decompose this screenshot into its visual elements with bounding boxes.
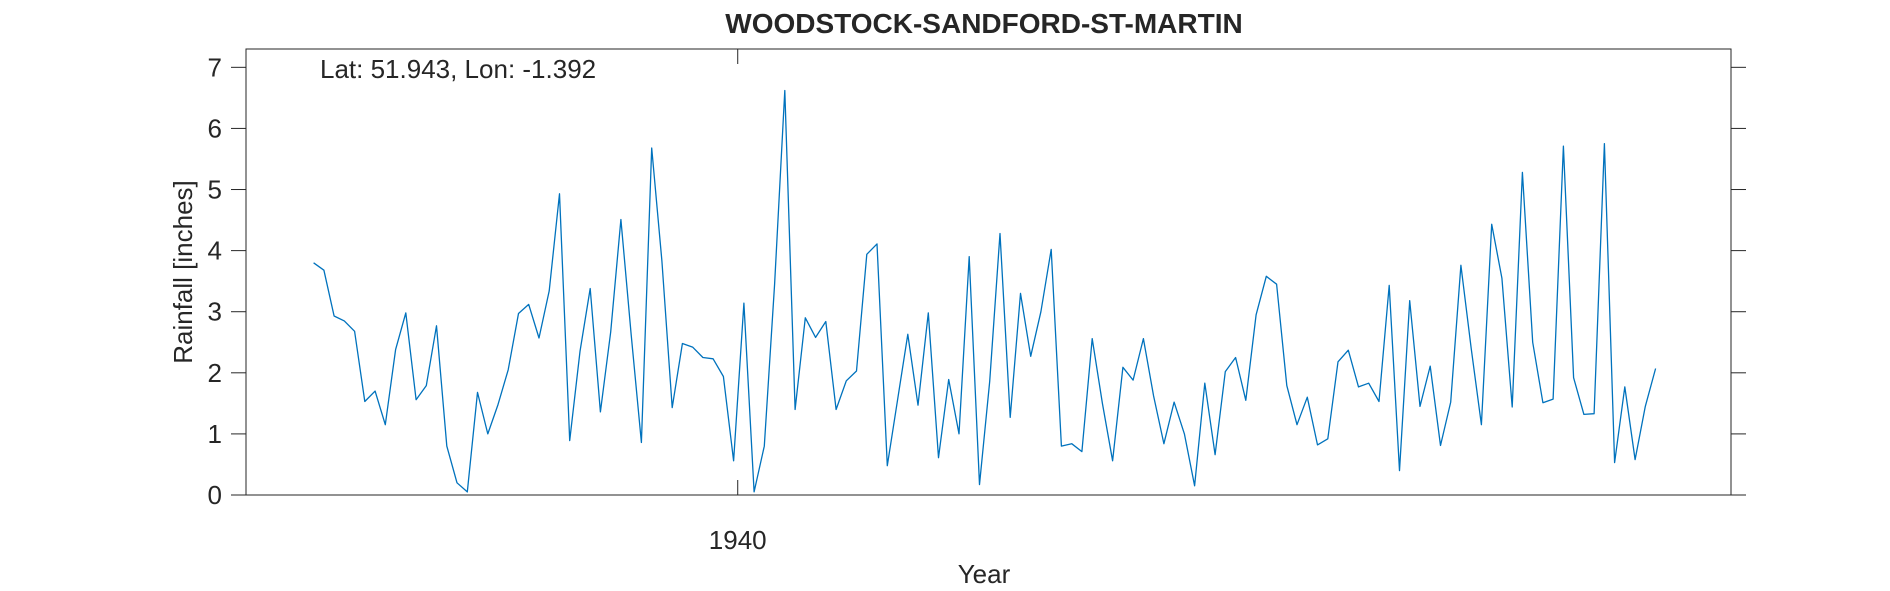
- y-tick-label: 6: [208, 113, 222, 143]
- y-tick-label: 3: [208, 297, 222, 327]
- chart-title: WOODSTOCK-SANDFORD-ST-MARTIN: [725, 8, 1242, 39]
- x-axis-label: Year: [958, 559, 1011, 589]
- y-tick-label: 2: [208, 358, 222, 388]
- rainfall-series-line: [313, 89, 1657, 493]
- y-axis: 0 1 2 3 4 5 6 7: [208, 52, 1746, 510]
- y-tick-label: 0: [208, 480, 222, 510]
- coordinates-annotation: Lat: 51.943, Lon: -1.392: [320, 54, 596, 84]
- x-axis: 1940: [709, 49, 767, 555]
- y-tick-label: 1: [208, 419, 222, 449]
- y-axis-label: Rainfall [inches]: [168, 180, 198, 364]
- x-tick-label: 1940: [709, 525, 767, 555]
- plot-area: [245, 48, 1732, 496]
- y-tick-label: 4: [208, 236, 222, 266]
- y-tick-label: 7: [208, 52, 222, 82]
- y-tick-label: 5: [208, 175, 222, 205]
